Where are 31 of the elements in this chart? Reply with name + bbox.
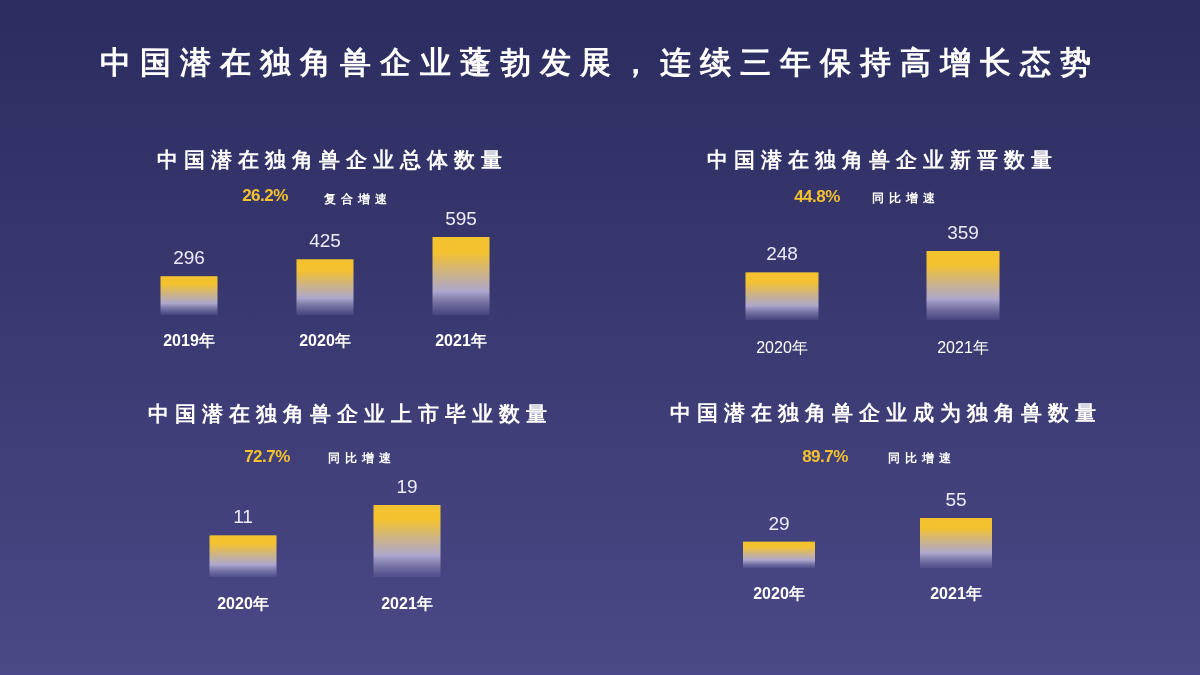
- x-tick-label: 2021年: [930, 585, 982, 602]
- x-tick-label: 2020年: [217, 595, 269, 612]
- x-tick-label: 2020年: [299, 332, 351, 349]
- data-label: 11: [233, 506, 253, 528]
- x-tick-label: 2020年: [756, 339, 808, 356]
- chart-title: 中国潜在独角兽企业成为独角兽数量: [670, 401, 1102, 424]
- data-label: 29: [768, 512, 790, 534]
- text: 复合增速: [323, 192, 392, 206]
- chart-title: 中国潜在独角兽企业总体数量: [157, 148, 508, 171]
- text: 同比增速: [328, 451, 396, 465]
- text: 89.7%: [802, 447, 849, 466]
- x-tick-label: 2021年: [937, 339, 989, 356]
- x-tick-label: 2020年: [753, 585, 805, 602]
- x-tick-label: 2019年: [163, 332, 215, 349]
- data-label: 55: [945, 489, 967, 510]
- data-label: 359: [947, 222, 979, 243]
- data-label: 19: [396, 476, 418, 497]
- data-label: 296: [173, 247, 205, 269]
- x-tick-label: 2021年: [381, 595, 433, 612]
- text: 同比增速: [872, 191, 940, 205]
- text: 72.7%: [244, 447, 291, 466]
- text: 中国潜在独角兽企业蓬勃发展，连续三年保持高增长态势: [100, 45, 1100, 80]
- text: 44.8%: [794, 187, 841, 206]
- text: 26.2%: [242, 186, 289, 205]
- chart-title: 中国潜在独角兽企业上市毕业数量: [148, 402, 553, 425]
- data-label: 595: [445, 208, 477, 229]
- x-tick-label: 2021年: [435, 332, 487, 349]
- data-label: 248: [766, 243, 798, 265]
- data-label: 425: [309, 230, 341, 252]
- text: 同比增速: [888, 451, 956, 465]
- chart-title: 中国潜在独角兽企业新晋数量: [707, 148, 1058, 171]
